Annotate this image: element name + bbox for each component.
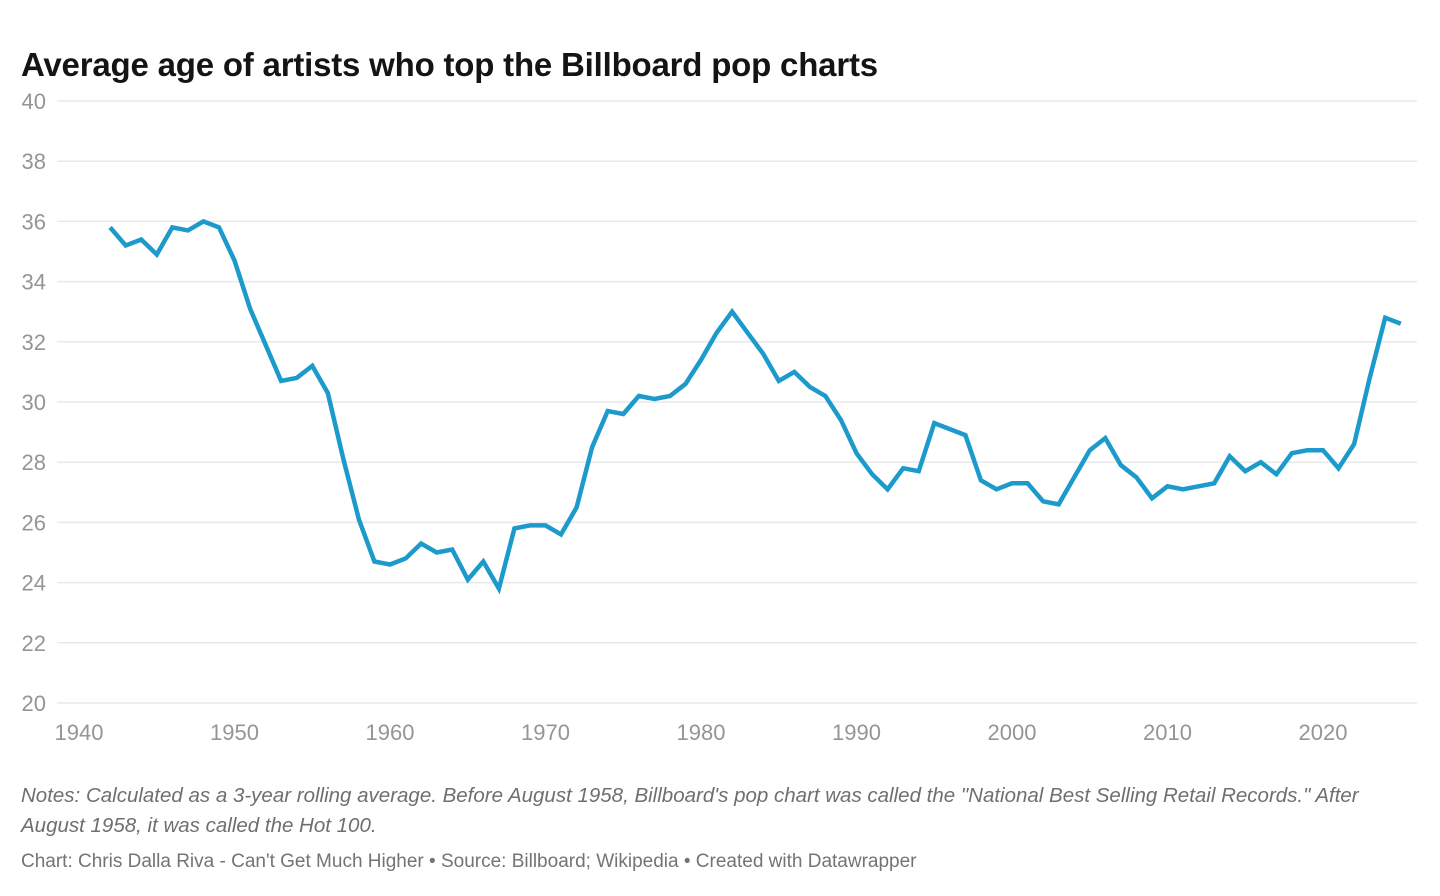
x-tick-label-1990: 1990 [832,720,881,745]
chart-credit-source: Chart: Chris Dalla Riva - Can't Get Much… [21,851,917,872]
x-tick-label-1980: 1980 [677,720,726,745]
y-tick-label-26: 26 [22,510,46,535]
y-tick-label-36: 36 [22,209,46,234]
x-tick-label-1970: 1970 [521,720,570,745]
y-tick-label-40: 40 [22,89,46,114]
x-tick-label-1940: 1940 [55,720,104,745]
y-tick-label-38: 38 [22,149,46,174]
chart-notes: Notes: Calculated as a 3-year rolling av… [21,784,1359,837]
y-tick-label-34: 34 [22,270,46,295]
average-age-line-series [108,218,1402,595]
y-tick-label-30: 30 [22,390,46,415]
y-tick-label-32: 32 [22,330,46,355]
x-tick-label-1950: 1950 [210,720,259,745]
y-tick-label-20: 20 [22,691,46,716]
x-tick-label-1960: 1960 [366,720,415,745]
y-tick-label-24: 24 [22,571,46,596]
x-tick-label-2000: 2000 [988,720,1037,745]
page-title: Average age of artists who top the Billb… [21,46,878,84]
x-tick-label-2010: 2010 [1143,720,1192,745]
y-tick-label-28: 28 [22,450,46,475]
x-tick-label-2020: 2020 [1299,720,1348,745]
y-tick-label-22: 22 [22,631,46,656]
